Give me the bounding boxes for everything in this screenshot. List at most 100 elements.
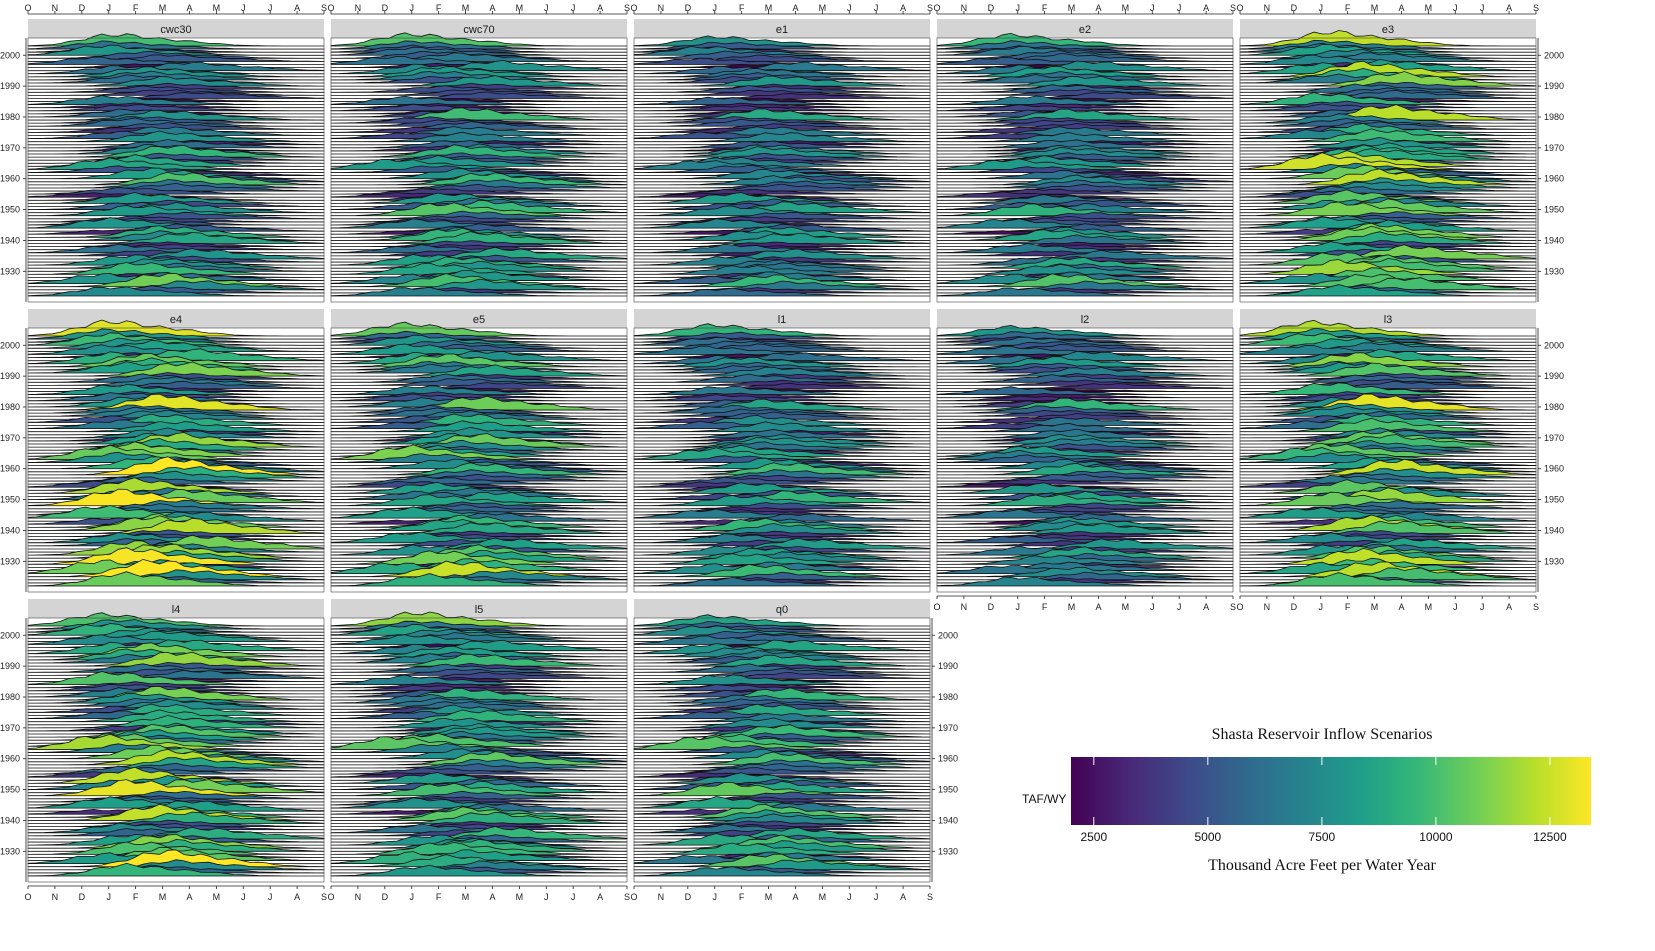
ridge-1977 (633, 698, 931, 707)
ridge-1988 (330, 663, 628, 673)
month-label: A (900, 3, 906, 13)
ridge-1988 (27, 85, 325, 93)
ridge-1963 (633, 447, 931, 460)
ridge-1962 (936, 454, 1234, 463)
year-label: 1980 (1544, 112, 1564, 122)
month-label: J (1150, 3, 1155, 13)
ridge-1970 (936, 428, 1234, 439)
year-label: 1970 (0, 143, 20, 153)
month-label: S (1230, 3, 1236, 13)
month-label: F (436, 892, 442, 902)
ridge-1986 (27, 380, 325, 389)
ridge-1939 (330, 811, 628, 824)
ridge-1956 (936, 183, 1234, 192)
ridge-2000 (330, 46, 628, 56)
ridge-1997 (27, 56, 325, 65)
ridge-1972 (27, 420, 325, 433)
ridges (27, 319, 325, 587)
ridge-1962 (330, 165, 628, 173)
panel-frame (330, 327, 628, 593)
ridge-1922 (330, 286, 627, 297)
ridge-1922 (27, 571, 324, 587)
ridge-1966 (330, 439, 628, 451)
panel-title: e2 (1079, 24, 1091, 36)
ridge-1947 (330, 210, 628, 220)
month-label: J (544, 892, 549, 902)
ridge-1993 (330, 353, 628, 368)
ridge-1952 (633, 772, 931, 784)
month-label: A (1398, 3, 1404, 13)
ridge-1967 (330, 433, 628, 448)
month-label: N (1264, 3, 1271, 13)
panel-l1: l1 (633, 309, 931, 593)
ridge-1958 (27, 748, 325, 766)
ridge-1984 (936, 95, 1234, 106)
ridge-1979 (633, 687, 931, 701)
month-label: N (1264, 602, 1271, 612)
ridge-1972 (27, 709, 325, 723)
month-label: N (355, 892, 362, 902)
ridge-1992 (633, 361, 931, 371)
year-label: 1980 (0, 692, 20, 702)
ridge-1974 (936, 126, 1234, 136)
month-label: M (159, 892, 167, 902)
ridge-2000 (330, 334, 628, 346)
panel-title: e3 (1382, 24, 1394, 36)
ridge-1948 (936, 493, 1234, 507)
ridge-1963 (936, 449, 1234, 460)
ridge-1949 (330, 199, 628, 214)
ridge-1943 (1239, 219, 1537, 232)
ridge-1970 (330, 717, 628, 729)
ridge-1988 (936, 84, 1234, 93)
ridge-1938 (633, 241, 931, 248)
ridge-1938 (27, 529, 325, 538)
ridge-1929 (936, 263, 1234, 275)
ridge-1958 (1239, 458, 1537, 476)
ridge-1952 (330, 772, 628, 784)
month-label: A (489, 892, 495, 902)
ridge-1956 (633, 763, 931, 772)
ridge-1922 (1239, 284, 1536, 297)
ridge-1939 (330, 231, 628, 244)
ridge-1947 (633, 791, 931, 800)
ridge-1979 (330, 688, 628, 701)
ridge-1941 (936, 226, 1234, 238)
ridge-1929 (27, 841, 325, 855)
month-label: D (79, 892, 86, 902)
year-label: 1930 (0, 266, 20, 276)
ridge-1986 (1239, 380, 1537, 389)
panel-cwc70: cwc70 O N D J F M A M J J A S (327, 3, 630, 303)
ridge-1988 (633, 85, 931, 93)
ridge-1962 (27, 451, 325, 463)
ridge-1986 (633, 382, 931, 389)
month-label: J (712, 892, 717, 902)
ridge-1986 (633, 671, 931, 679)
panel-frame (633, 37, 931, 303)
ridge-1930 (330, 549, 628, 562)
month-label: F (436, 3, 442, 13)
ridge-1992 (330, 71, 628, 81)
ridge-1952 (330, 481, 628, 494)
month-label: O (933, 3, 940, 13)
ridge-1982 (633, 684, 931, 692)
ridge-1982 (633, 105, 931, 112)
ridge-1972 (633, 421, 931, 433)
ridge-1990 (1239, 362, 1537, 377)
year-label: 1930 (0, 556, 20, 566)
ridge-1977 (1239, 405, 1537, 417)
ridge-1936 (633, 243, 931, 254)
ridge-1979 (1239, 104, 1537, 121)
month-label: N (52, 892, 59, 902)
month-label: A (1203, 602, 1209, 612)
ridge-1956 (936, 473, 1234, 482)
ridge-2000 (27, 332, 325, 346)
ridge-1976 (936, 413, 1234, 420)
ridge-1976 (936, 123, 1234, 130)
ridge-2000 (1239, 44, 1537, 56)
ridge-1952 (27, 766, 325, 784)
month-label: J (544, 3, 549, 13)
ridge-1922 (633, 576, 930, 587)
ridge-1936 (330, 823, 628, 834)
ridge-1939 (1239, 520, 1537, 534)
